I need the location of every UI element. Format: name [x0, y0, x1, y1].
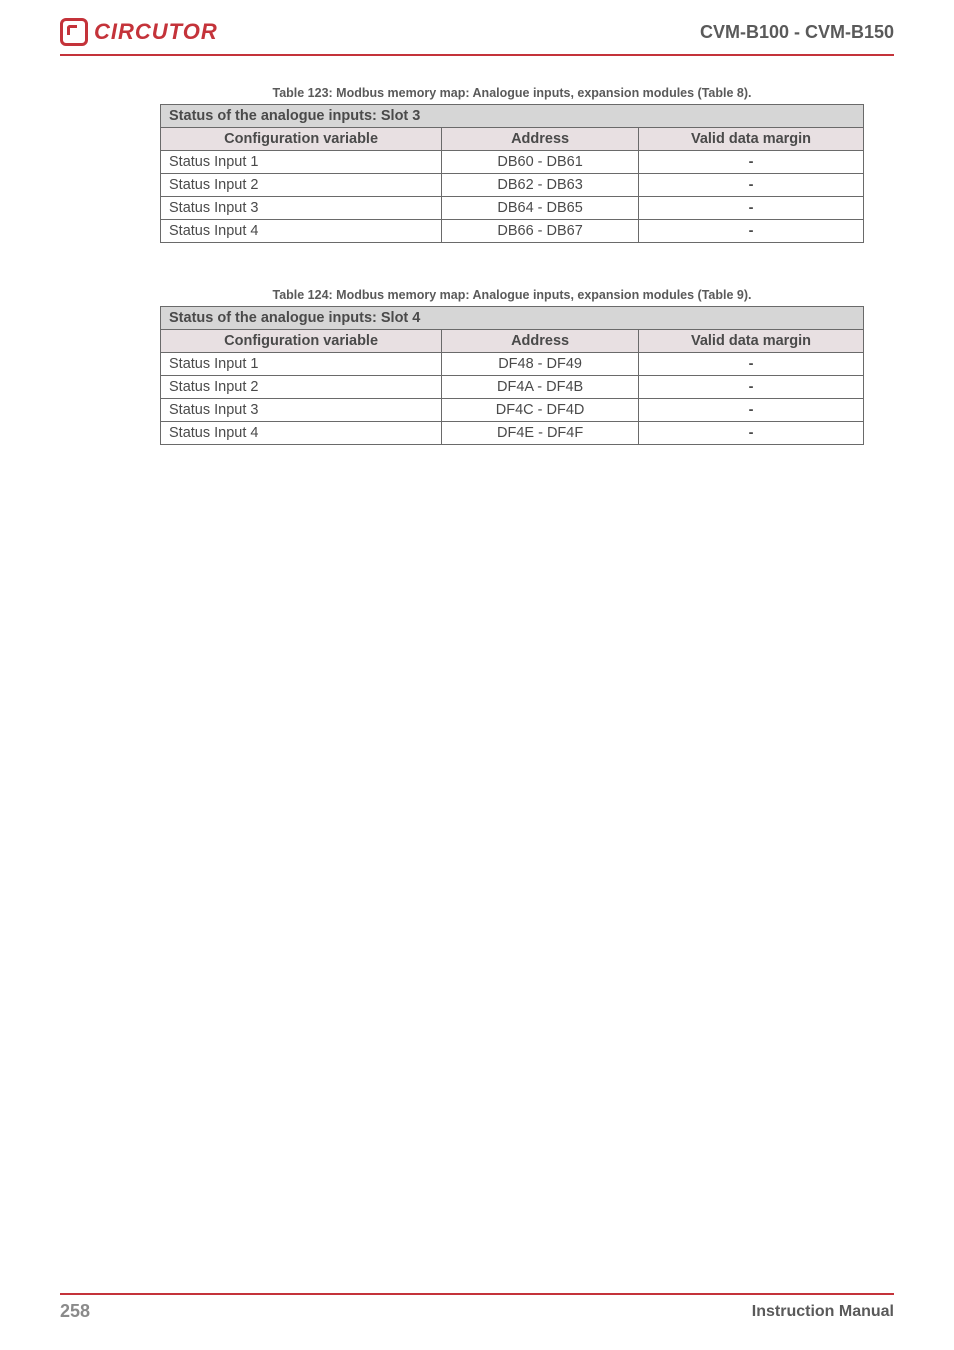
cell-config: Status Input 1 — [161, 151, 442, 174]
table-row: Status Input 2 DB62 - DB63 - — [161, 174, 864, 197]
cell-config: Status Input 3 — [161, 399, 442, 422]
table-row: Status Input 3 DB64 - DB65 - — [161, 197, 864, 220]
modbus-table-slot4: Status of the analogue inputs: Slot 4 Co… — [160, 306, 864, 445]
table-row: Status Input 1 DB60 - DB61 - — [161, 151, 864, 174]
table-row: Status Input 2 DF4A - DF4B - — [161, 376, 864, 399]
cell-margin: - — [639, 376, 864, 399]
col-valid-margin: Valid data margin — [639, 330, 864, 353]
col-address: Address — [442, 330, 639, 353]
table-caption: Table 124: Modbus memory map: Analogue i… — [160, 288, 864, 302]
cell-margin: - — [639, 422, 864, 445]
page-footer: 258 Instruction Manual — [0, 1293, 954, 1322]
page-number: 258 — [60, 1301, 90, 1322]
brand-logo: CIRCUTOR — [60, 18, 218, 46]
table-row: Status Input 4 DB66 - DB67 - — [161, 220, 864, 243]
table-title: Status of the analogue inputs: Slot 4 — [161, 307, 864, 330]
page-header: CIRCUTOR CVM-B100 - CVM-B150 — [0, 0, 954, 54]
cell-margin: - — [639, 353, 864, 376]
cell-address: DF4A - DF4B — [442, 376, 639, 399]
brand-logo-text: CIRCUTOR — [94, 19, 218, 45]
cell-config: Status Input 2 — [161, 376, 442, 399]
page-content: Table 123: Modbus memory map: Analogue i… — [0, 56, 954, 445]
cell-address: DB66 - DB67 — [442, 220, 639, 243]
table-row: Status Input 4 DF4E - DF4F - — [161, 422, 864, 445]
cell-address: DB62 - DB63 — [442, 174, 639, 197]
cell-margin: - — [639, 220, 864, 243]
cell-margin: - — [639, 197, 864, 220]
col-address: Address — [442, 128, 639, 151]
footer-label: Instruction Manual — [752, 1303, 894, 1321]
table-header-row: Configuration variable Address Valid dat… — [161, 330, 864, 353]
cell-address: DF48 - DF49 — [442, 353, 639, 376]
cell-config: Status Input 2 — [161, 174, 442, 197]
cell-margin: - — [639, 399, 864, 422]
table-caption: Table 123: Modbus memory map: Analogue i… — [160, 86, 864, 100]
cell-address: DF4E - DF4F — [442, 422, 639, 445]
col-valid-margin: Valid data margin — [639, 128, 864, 151]
cell-margin: - — [639, 174, 864, 197]
modbus-table-slot3: Status of the analogue inputs: Slot 3 Co… — [160, 104, 864, 243]
document-model-title: CVM-B100 - CVM-B150 — [700, 22, 894, 43]
col-config-variable: Configuration variable — [161, 128, 442, 151]
table-header-row: Configuration variable Address Valid dat… — [161, 128, 864, 151]
cell-address: DF4C - DF4D — [442, 399, 639, 422]
footer-rule — [60, 1293, 894, 1295]
cell-config: Status Input 3 — [161, 197, 442, 220]
cell-config: Status Input 1 — [161, 353, 442, 376]
col-config-variable: Configuration variable — [161, 330, 442, 353]
table-row: Status Input 3 DF4C - DF4D - — [161, 399, 864, 422]
cell-address: DB60 - DB61 — [442, 151, 639, 174]
cell-margin: - — [639, 151, 864, 174]
cell-config: Status Input 4 — [161, 422, 442, 445]
table-row: Status Input 1 DF48 - DF49 - — [161, 353, 864, 376]
cell-address: DB64 - DB65 — [442, 197, 639, 220]
table-title: Status of the analogue inputs: Slot 3 — [161, 105, 864, 128]
cell-config: Status Input 4 — [161, 220, 442, 243]
brand-logo-icon — [60, 18, 88, 46]
